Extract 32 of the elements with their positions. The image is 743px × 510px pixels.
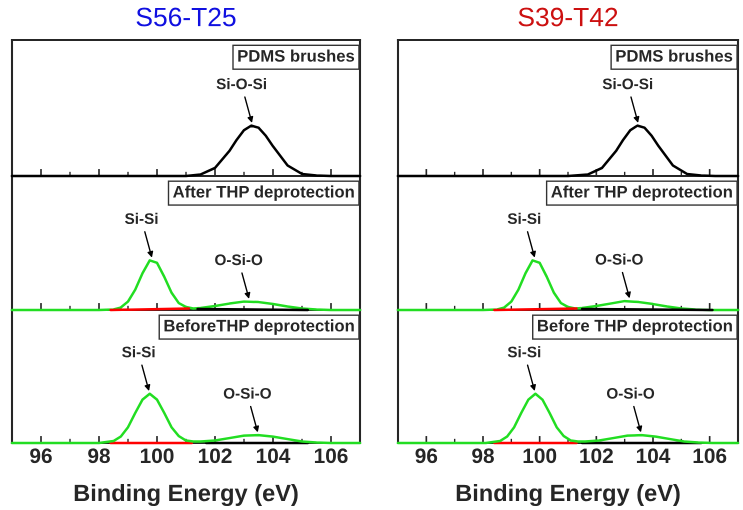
annotation: Si-Si <box>125 212 158 224</box>
annotation: O-Si-O <box>596 253 643 265</box>
text: Before THP deprotection <box>538 319 732 335</box>
text: After THP deprotection <box>551 185 732 201</box>
x-tick-label: 106 <box>314 448 348 464</box>
x-tick-label: 104 <box>256 448 290 464</box>
x-axis-title: Binding Energy (eV) <box>74 484 298 506</box>
chart-title: S56-T25 <box>136 8 236 26</box>
annotation: Si-O-Si <box>602 78 652 90</box>
x-tick-label: 96 <box>415 448 438 464</box>
x-tick-label: 100 <box>524 448 556 464</box>
annotation: Si-Si <box>122 346 155 358</box>
annotation: O-Si-O <box>215 254 262 266</box>
x-tick-label: 100 <box>140 448 174 464</box>
x-tick-label: 98 <box>472 448 494 464</box>
x-tick-label: 96 <box>30 448 52 464</box>
annotation: Si-Si <box>508 346 540 358</box>
annotation: Si-Si <box>508 212 540 224</box>
x-tick-label: 102 <box>198 448 232 464</box>
annotation: Si-O-Si <box>216 78 266 90</box>
chart-title: S39-T42 <box>518 8 618 26</box>
x-tick-label: 98 <box>88 448 110 464</box>
x-tick-label: 104 <box>636 448 670 464</box>
text: PDMS brushes <box>238 50 354 62</box>
x-tick-label: 106 <box>694 448 726 464</box>
annotation: O-Si-O <box>606 388 654 399</box>
text: BeforeTHP deprotection <box>164 319 354 335</box>
text: PDMS brushes <box>616 50 732 62</box>
annotation: O-Si-O <box>224 388 271 399</box>
x-tick-label: 102 <box>580 448 613 464</box>
text: After THP deprotection <box>173 185 354 201</box>
x-axis-title: Binding Energy (eV) <box>456 484 680 506</box>
